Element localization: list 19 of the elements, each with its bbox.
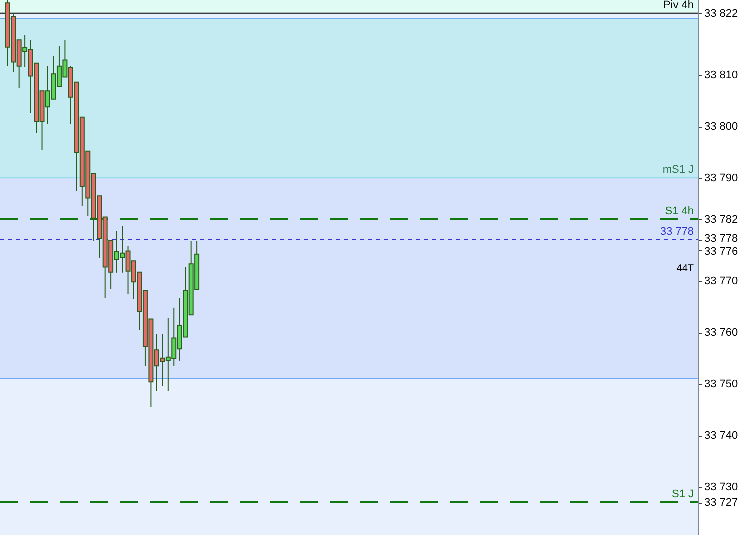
- ref-line-label: Piv 4h: [663, 0, 694, 12]
- ref-line-label: S1 4h: [665, 205, 694, 218]
- y-tick-label: 33 750: [704, 378, 738, 391]
- y-tick-label: 33 790: [704, 172, 738, 185]
- y-tick-label: 33 782: [704, 214, 738, 226]
- ref-line-label: 33 778: [660, 226, 694, 238]
- y-tick-label: 33 727: [704, 497, 738, 510]
- y-tick-label: 33 760: [704, 327, 738, 340]
- y-tick-label: 33 776: [704, 246, 738, 258]
- annotation: 44T: [676, 263, 694, 274]
- y-tick-label: 33 822: [704, 8, 738, 20]
- y-tick-label: 33 730: [704, 482, 738, 494]
- ref-line-label: S1 J: [672, 488, 694, 501]
- y-tick-label: 33 740: [704, 430, 738, 442]
- y-tick-label: 33 778: [704, 233, 738, 246]
- y-tick-label: 33 800: [704, 121, 738, 134]
- y-tick-label: 33 770: [704, 276, 738, 288]
- y-tick-label: 33 810: [704, 70, 738, 82]
- ref-line-label: mS1 J: [662, 164, 694, 176]
